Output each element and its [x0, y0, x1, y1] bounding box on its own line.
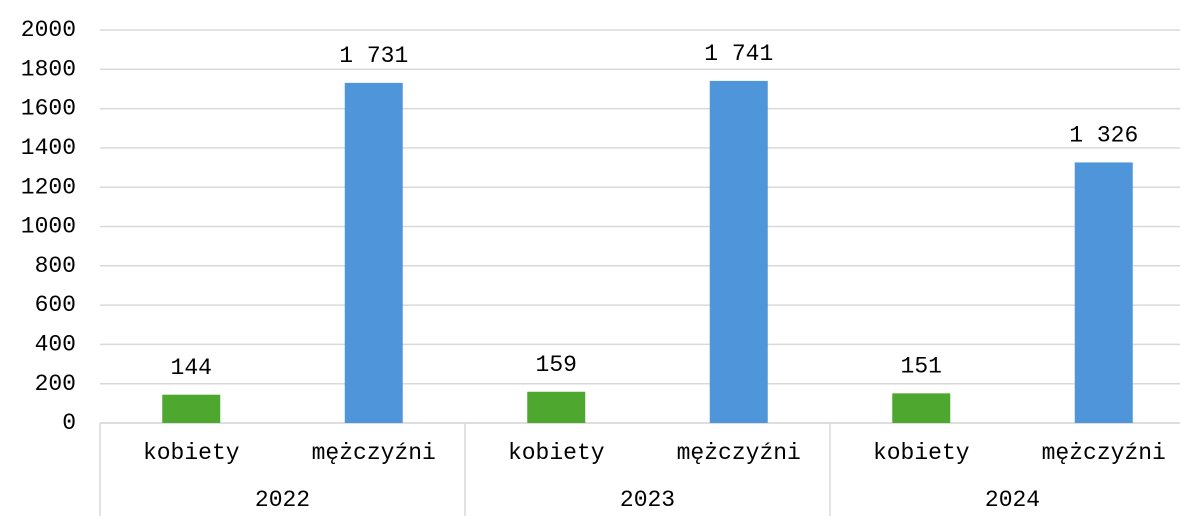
y-tick-label: 800 [35, 253, 76, 279]
bar [344, 82, 403, 424]
bar [709, 80, 768, 424]
group-label: 2023 [620, 487, 675, 513]
x-tick-label: kobiety [873, 440, 970, 466]
y-tick-label: 1800 [21, 56, 76, 82]
bar [1074, 162, 1133, 424]
x-tick-label: mężczyźni [1042, 440, 1166, 466]
data-label: 151 [901, 353, 942, 379]
bar [527, 391, 586, 423]
y-tick-label: 1200 [21, 174, 76, 200]
y-tick-label: 1400 [21, 135, 76, 161]
y-tick-label: 600 [35, 292, 76, 318]
data-label: 1 731 [339, 43, 408, 69]
group-label: 2022 [255, 487, 310, 513]
y-tick-label: 1600 [21, 96, 76, 122]
y-tick-label: 2000 [21, 17, 76, 43]
y-tick-label: 1000 [21, 214, 76, 240]
data-label: 1 741 [704, 41, 773, 67]
data-label: 1 326 [1069, 123, 1138, 149]
x-tick-label: kobiety [143, 440, 240, 466]
x-tick-label: mężczyźni [312, 440, 436, 466]
y-tick-label: 400 [35, 331, 76, 357]
y-tick-label: 200 [35, 371, 76, 397]
x-tick-label: mężczyźni [677, 440, 801, 466]
y-tick-label: 0 [62, 410, 76, 436]
group-label: 2024 [985, 487, 1040, 513]
data-label: 159 [536, 352, 577, 378]
bar [162, 394, 221, 423]
data-label: 144 [171, 355, 212, 381]
x-tick-label: kobiety [508, 440, 605, 466]
bar [892, 393, 951, 423]
